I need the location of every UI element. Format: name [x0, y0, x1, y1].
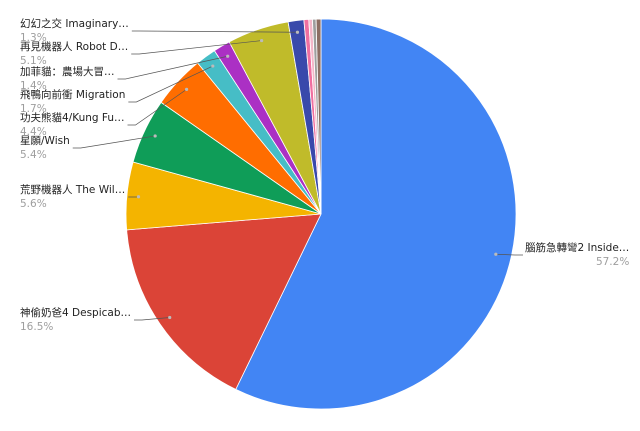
slice-value-label: 5.4%	[20, 149, 47, 161]
slice-value-label: 4.4%	[20, 126, 47, 138]
slice-label: 荒野機器人 The Wil…	[20, 183, 125, 196]
leader-dot	[494, 252, 498, 256]
slice-label: 加菲貓：農場大冒…	[20, 65, 115, 78]
leader-line	[72, 135, 156, 149]
slice-label: 星願/Wish	[20, 135, 70, 147]
leader-dot	[153, 134, 157, 138]
leader-line	[131, 40, 262, 55]
pie-slice	[235, 18, 517, 410]
pie-slice	[315, 18, 322, 215]
leader-dot	[136, 195, 141, 199]
slice-label: 再見機器人 Robot D…	[20, 40, 128, 53]
leader-line	[131, 30, 298, 33]
leader-dot	[260, 38, 264, 43]
labels: 腦筋急轉彎2 Inside… 57.2% 神偷奶爸4 Despicab… 16.5% 荒…	[20, 17, 629, 333]
leader-dot	[211, 64, 215, 68]
leader-line	[134, 317, 170, 321]
slice-label: 腦筋急轉彎2 Inside…	[525, 241, 629, 254]
leader-line	[127, 89, 187, 126]
slice-label: 幻幻之交 Imaginary…	[20, 17, 129, 30]
leader-line	[128, 65, 213, 103]
leader-line	[495, 253, 523, 256]
slice-value-label: 57.2%	[596, 256, 629, 268]
slice-label: 功夫熊貓4/Kung Fu…	[20, 111, 125, 124]
slice-value-label: 1.7%	[20, 103, 47, 115]
slice-value-label: 16.5%	[20, 321, 53, 333]
slice-value-label: 1.4%	[20, 80, 47, 92]
slice-value-label: 5.1%	[20, 55, 47, 67]
leader-dot	[184, 87, 189, 91]
slice-label: 飛鴨向前衝 Migration	[20, 88, 125, 101]
slice-label: 神偷奶爸4 Despicab…	[20, 306, 131, 319]
leader-dot	[226, 54, 230, 58]
leader-dot	[168, 315, 172, 320]
slice-value-label: 5.6%	[20, 198, 47, 210]
leader-line	[117, 55, 228, 80]
pie-slice	[126, 213, 322, 390]
leader-dot	[295, 30, 300, 34]
slice-value-label: 1.3%	[20, 32, 47, 44]
